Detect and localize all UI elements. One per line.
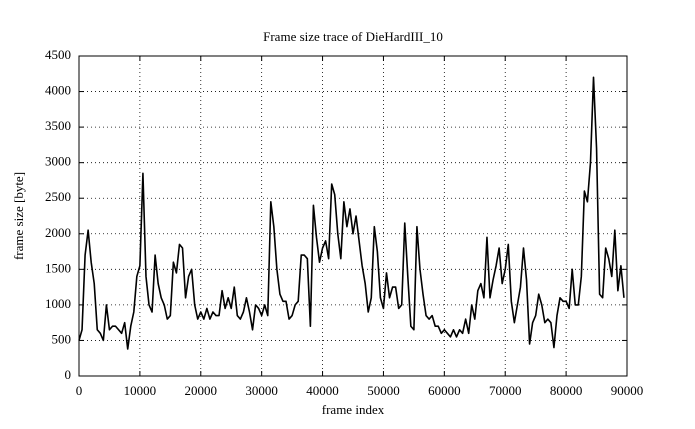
y-tick-label: 1000 [45,296,71,311]
x-tick-label: 90000 [611,383,644,398]
x-tick-label: 50000 [367,383,400,398]
y-tick-label: 1500 [45,260,71,275]
x-tick-label: 20000 [185,383,218,398]
x-tick-label: 60000 [428,383,461,398]
plot-frame [78,55,628,377]
x-axis-label: frame index [322,402,385,417]
y-tick-label: 4000 [45,83,71,98]
y-tick-label: 2000 [45,225,71,240]
x-tick-label: 30000 [245,383,278,398]
y-tick-label: 4500 [45,47,71,62]
y-tick-label: 3500 [45,118,71,133]
y-tick-label: 3000 [45,154,71,169]
x-tick-label: 40000 [306,383,339,398]
x-tick-label: 0 [76,383,83,398]
y-tick-label: 500 [52,331,72,346]
data-line [78,76,625,350]
y-tick-label: 2500 [45,189,71,204]
chart-title: Frame size trace of DieHardIII_10 [263,29,443,44]
y-tick-label: 0 [65,367,72,382]
x-tick-label: 70000 [489,383,522,398]
y-axis-label: frame size [byte] [11,172,26,260]
x-tick-label: 10000 [124,383,157,398]
x-tick-label: 80000 [550,383,583,398]
